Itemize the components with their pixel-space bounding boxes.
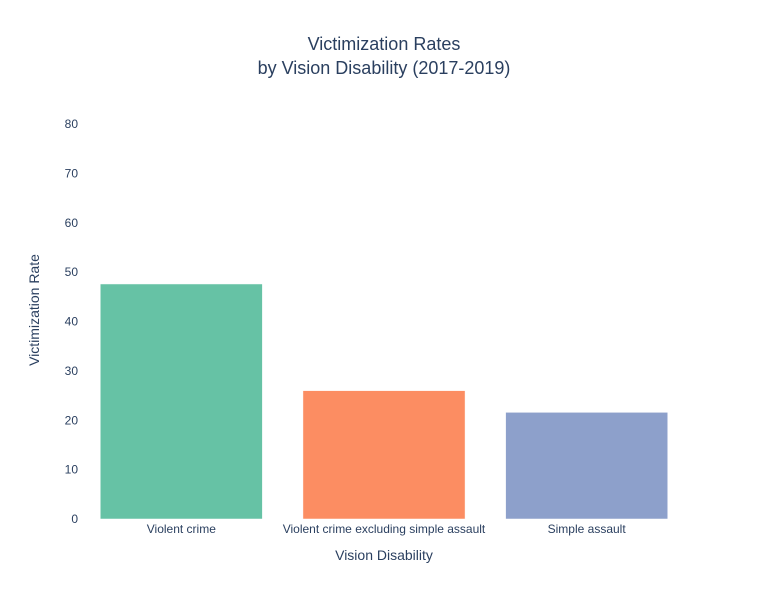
y-tick-label: 70 bbox=[65, 166, 79, 180]
x-tick-label: Simple assault bbox=[548, 522, 627, 536]
chart-title: Victimization Rates bbox=[308, 34, 461, 54]
x-axis: Violent crime Violent crime excluding sim… bbox=[147, 522, 627, 536]
y-tick-label: 40 bbox=[65, 315, 79, 329]
y-tick-label: 60 bbox=[65, 216, 79, 230]
chart-subtitle: by Vision Disability (2017-2019) bbox=[258, 58, 511, 78]
bar[interactable] bbox=[302, 390, 466, 520]
y-tick-label: 50 bbox=[65, 265, 79, 279]
y-tick-label: 10 bbox=[65, 463, 79, 477]
y-tick-label: 0 bbox=[71, 512, 78, 526]
bars-group bbox=[100, 283, 668, 520]
x-tick-label: Violent crime excluding simple assault bbox=[283, 522, 486, 536]
x-axis-title: Vision Disability bbox=[335, 547, 433, 563]
bar[interactable] bbox=[100, 283, 263, 520]
y-tick-label: 80 bbox=[65, 117, 79, 131]
y-tick-label: 30 bbox=[65, 364, 79, 378]
bar[interactable] bbox=[505, 412, 668, 520]
y-axis-title: Victimization Rate bbox=[26, 254, 42, 366]
y-tick-label: 20 bbox=[65, 413, 79, 427]
x-tick-label: Violent crime bbox=[147, 522, 216, 536]
y-axis: 0 10 20 30 40 50 60 70 80 bbox=[65, 117, 79, 526]
